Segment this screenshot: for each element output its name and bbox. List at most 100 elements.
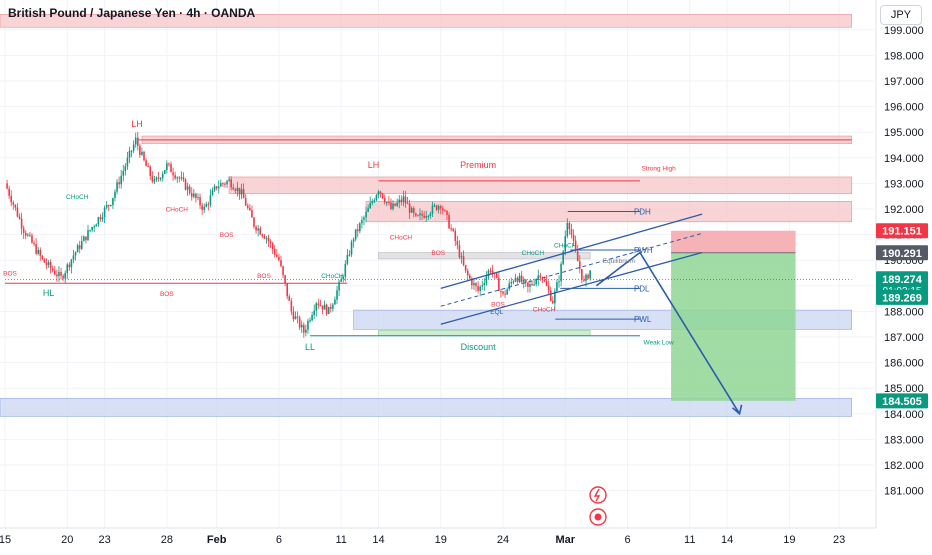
time-tick-label: 20: [61, 534, 73, 546]
candle-body: [448, 215, 450, 229]
candle-body: [41, 255, 44, 259]
zone-grey: [378, 252, 591, 260]
price-tag-bg: [876, 223, 928, 239]
candle-body: [217, 186, 220, 189]
candle-body: [130, 150, 133, 152]
candle-body: [481, 285, 484, 287]
candle-body: [466, 270, 469, 276]
candle-body: [251, 210, 253, 218]
candle-body: [431, 205, 434, 214]
candle-body: [516, 277, 519, 282]
time-axis[interactable]: 15 20 23 28 Feb 6 11 14 19 24 Mar 6 11 14 19 23: [0, 527, 876, 550]
candle-body: [76, 245, 79, 253]
time-tick-label: 24: [497, 534, 509, 546]
candle-body: [469, 275, 471, 279]
price-tick-label: 194.000: [884, 153, 924, 165]
candle-body: [377, 191, 380, 196]
candle-body: [473, 283, 475, 286]
candle-body: [182, 177, 185, 180]
candle-body: [91, 227, 93, 231]
time-tick-label: 19: [435, 534, 447, 546]
price-tick-label: 199.000: [884, 25, 924, 37]
candle-body: [60, 271, 62, 276]
candle-body: [83, 236, 85, 242]
candle-body: [446, 210, 448, 216]
price-tick-label: 192.000: [884, 204, 924, 216]
candle-body: [284, 275, 286, 284]
candle-body: [31, 235, 33, 243]
candle-body: [193, 193, 195, 197]
zone-red: [0, 14, 852, 28]
price-tick-label: 183.000: [884, 434, 924, 446]
candle-body: [400, 199, 403, 202]
candle-body: [170, 164, 172, 173]
candle-body: [74, 252, 77, 256]
candle-body: [220, 183, 222, 187]
candle-body: [70, 259, 73, 268]
candle-body: [498, 277, 500, 291]
candle-body: [375, 195, 378, 201]
candle-body: [518, 275, 521, 282]
chart-icons[interactable]: [589, 486, 607, 526]
candle-body: [369, 203, 371, 209]
projection-arrowhead: [732, 404, 743, 416]
candle-body: [93, 226, 96, 228]
candle-body: [215, 186, 218, 189]
time-tick-label: 19: [783, 534, 795, 546]
position-tool[interactable]: [671, 230, 796, 401]
candle-body: [286, 283, 288, 297]
candle-body: [292, 311, 295, 320]
candle-body: [66, 264, 69, 273]
candle-body: [502, 291, 504, 294]
candle-body: [462, 256, 465, 266]
candle-body: [244, 198, 247, 206]
candle-body: [105, 205, 108, 208]
candle-body: [201, 205, 203, 210]
price-tick-label: 186.000: [884, 358, 924, 370]
level-label: PDH: [634, 208, 651, 217]
candle-body: [238, 187, 241, 195]
candle-body: [27, 234, 29, 236]
candle-body: [51, 268, 54, 271]
candle-body: [305, 329, 307, 333]
candle-body: [263, 236, 266, 239]
candle-body: [425, 216, 428, 218]
candle-body: [43, 258, 46, 263]
candle-body: [346, 254, 349, 264]
levels: PDH PWH PDL PWL: [5, 139, 852, 337]
candle-body: [269, 241, 272, 244]
time-tick-label: 6: [624, 534, 630, 546]
candle-body: [558, 281, 560, 283]
candle-body: [141, 151, 143, 155]
level-label: PWH: [634, 246, 653, 255]
projection-arrow: [595, 251, 741, 415]
candle-body: [417, 215, 419, 217]
candle-body: [325, 304, 328, 315]
candle-body: [99, 217, 102, 220]
candle-body: [340, 279, 342, 282]
take-profit-zone: [671, 252, 796, 401]
candle-body: [552, 300, 554, 304]
lightning-icon[interactable]: [589, 486, 607, 504]
currency-button[interactable]: JPY: [880, 5, 922, 25]
candle-body: [406, 203, 409, 205]
candle-body: [16, 207, 19, 217]
candle-body: [68, 264, 71, 268]
candle-body: [388, 202, 390, 204]
candle-body: [564, 236, 567, 252]
price-tick-label: 182.000: [884, 460, 924, 472]
candle-body: [145, 160, 147, 167]
annotation-label: CHoCH: [321, 273, 344, 280]
price-tick-label: 198.000: [884, 50, 924, 62]
candle-body: [471, 278, 473, 286]
annotations: LH LH Premium HL BOS LL Discount EQL Equilibrium…: [3, 119, 676, 352]
candle-body: [35, 244, 37, 254]
price-tick-label: 187.000: [884, 332, 924, 344]
time-tick-label: 11: [684, 534, 695, 546]
candle-body: [126, 157, 129, 167]
candle-body: [259, 228, 262, 235]
candle-body: [97, 217, 100, 225]
candle-body: [224, 183, 226, 185]
